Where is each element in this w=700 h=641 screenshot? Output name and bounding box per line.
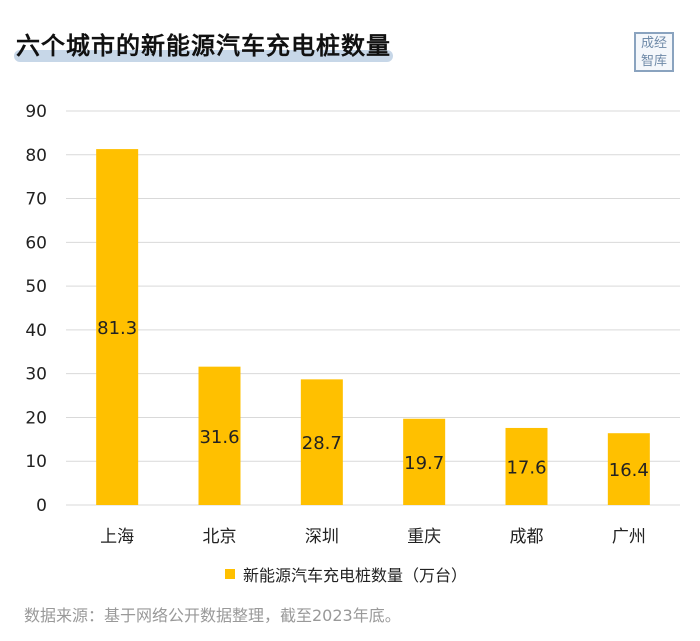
legend-label: 新能源汽车充电桩数量（万台） [243,566,468,585]
bar [96,149,139,505]
x-tick-label: 广州 [612,527,646,547]
data-label: 31.6 [199,427,239,448]
bar [607,433,650,505]
data-label: 28.7 [302,433,342,454]
y-tick-label: 0 [36,496,47,516]
y-tick-label: 50 [25,277,47,297]
x-tick-label: 北京 [203,527,237,547]
x-tick-label: 上海 [100,527,134,547]
chart-title: 六个城市的新能源汽车充电桩数量 [16,32,391,60]
y-tick-label: 90 [25,102,47,122]
x-tick-label: 成都 [510,527,544,547]
brand-logo: 成经 智库 [634,32,674,72]
source-note: 数据来源：基于网络公开数据整理，截至2023年底。 [24,606,401,625]
x-tick-label: 深圳 [305,527,339,547]
y-tick-label: 60 [25,233,47,253]
y-tick-label: 10 [25,452,47,472]
x-tick-label: 重庆 [407,527,441,547]
bar [403,418,446,505]
bar [300,379,343,505]
legend-swatch [225,569,235,579]
logo-line-1: 成经 [640,35,667,51]
y-tick-label: 70 [25,190,47,210]
logo-line-2: 智库 [640,53,667,69]
legend: 新能源汽车充电桩数量（万台） [225,562,467,586]
chart-title-block: 六个城市的新能源汽车充电桩数量 [14,26,393,62]
bar [505,427,548,505]
data-label: 81.3 [97,318,137,339]
y-tick-label: 20 [25,408,47,428]
bar [198,366,241,505]
data-label: 19.7 [404,453,444,474]
bar-chart: 0 10 20 30 40 50 60 70 80 90 81.3 上海 31.6 北京 28.7 深圳 19.… [25,102,680,547]
data-label: 16.4 [609,460,649,481]
y-tick-label: 30 [25,365,47,385]
y-tick-label: 80 [25,146,47,166]
y-tick-label: 40 [25,321,47,341]
title-highlight-bar [14,50,393,62]
data-label: 17.6 [506,457,546,478]
